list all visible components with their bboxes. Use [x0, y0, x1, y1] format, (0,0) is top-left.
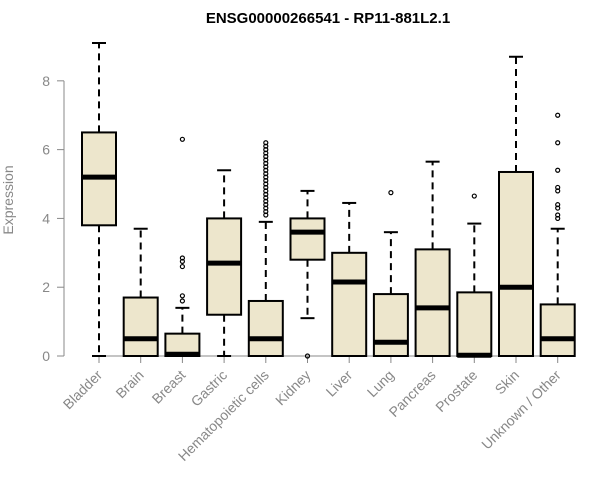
outlier-point	[263, 140, 269, 146]
outlier-point	[179, 255, 185, 261]
box-unknown-other	[539, 112, 576, 357]
box-hematopoietic-cells	[247, 140, 284, 358]
iqr-box	[498, 170, 534, 357]
x-tick-label: Brain	[112, 367, 146, 401]
x-tick-label: Prostate	[432, 367, 480, 415]
iqr-box	[372, 293, 409, 358]
y-tick-label: 6	[42, 142, 50, 158]
boxes	[81, 42, 576, 359]
outlier-point	[555, 140, 561, 146]
iqr-box	[122, 296, 159, 357]
outlier-point	[179, 293, 185, 299]
box-pancreas	[414, 160, 451, 357]
outlier-point	[388, 190, 394, 196]
outlier-point	[555, 112, 561, 118]
box-skin	[498, 55, 534, 357]
outlier-point	[555, 167, 561, 173]
box-lung	[372, 190, 409, 358]
y-tick-label: 2	[42, 279, 50, 295]
y-tick-label: 0	[42, 348, 50, 364]
outlier-point	[555, 184, 561, 191]
y-tick-label: 4	[42, 210, 50, 226]
x-tick-label: Kidney	[272, 367, 314, 409]
box-kidney	[289, 189, 326, 359]
outlier-point	[179, 263, 185, 270]
chart-title: ENSG00000266541 - RP11-881L2.1	[206, 10, 450, 27]
x-tick-label: Skin	[492, 367, 523, 398]
x-tick-label: Breast	[149, 367, 189, 407]
outlier-point	[471, 193, 477, 199]
iqr-box	[289, 217, 326, 261]
box-breast	[164, 136, 201, 357]
box-prostate	[456, 193, 493, 358]
iqr-box	[414, 248, 451, 357]
y-axis-label: Expression	[0, 165, 16, 234]
outlier-point	[179, 136, 185, 142]
outlier-point	[304, 353, 311, 359]
iqr-box	[331, 251, 368, 357]
box-gastric	[206, 169, 243, 357]
iqr-box	[539, 303, 576, 357]
outlier-point	[555, 202, 561, 208]
outlier-point	[555, 212, 561, 218]
box-liver	[331, 201, 368, 357]
box-bladder	[81, 42, 117, 357]
x-tick-label: Unknown / Other	[478, 367, 564, 453]
x-tick-label: Liver	[323, 367, 356, 400]
box-brain	[122, 227, 159, 357]
x-tick-label: Lung	[364, 367, 397, 400]
x-tick-label: Bladder	[60, 367, 106, 413]
outlier-point	[179, 298, 185, 304]
iqr-box	[247, 299, 284, 358]
y-axis: 0 2 4 6 8	[42, 73, 65, 364]
y-tick-label: 8	[42, 73, 50, 89]
iqr-box	[206, 217, 243, 316]
iqr-box	[456, 291, 493, 357]
